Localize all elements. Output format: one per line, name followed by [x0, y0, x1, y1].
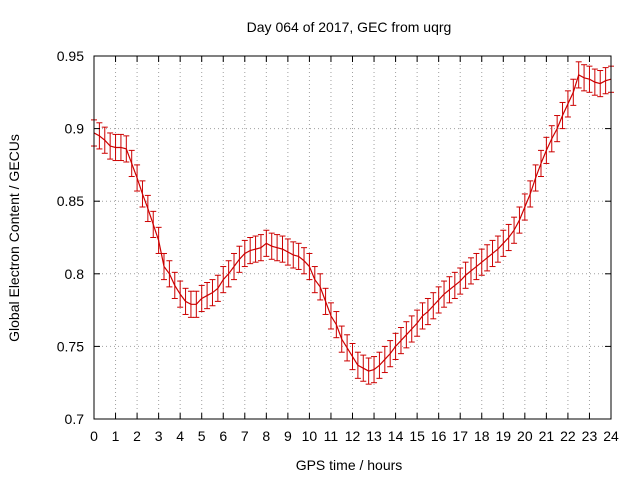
series-line — [93, 74, 612, 372]
x-tick-label: 10 — [302, 428, 318, 444]
y-tick-label: 0.85 — [57, 193, 84, 209]
chart-title: Day 064 of 2017, GEC from uqrg — [247, 19, 452, 35]
x-tick-label: 2 — [133, 428, 141, 444]
x-tick-label: 9 — [284, 428, 292, 444]
x-tick-label: 23 — [582, 428, 598, 444]
y-tick-label: 0.95 — [57, 48, 84, 64]
x-tick-label: 6 — [219, 428, 227, 444]
y-axis-label: Global Electron Content / GECUs — [6, 134, 22, 342]
x-tick-label: 8 — [262, 428, 270, 444]
x-tick-label: 5 — [198, 428, 206, 444]
grid-lines — [94, 56, 611, 419]
x-tick-label: 16 — [431, 428, 447, 444]
x-tick-label: 14 — [388, 428, 404, 444]
x-tick-label: 1 — [112, 428, 120, 444]
y-tick-label: 0.9 — [65, 121, 85, 137]
y-tick-label: 0.8 — [65, 266, 85, 282]
x-tick-label: 20 — [517, 428, 533, 444]
x-tick-label: 0 — [90, 428, 98, 444]
x-tick-label: 15 — [409, 428, 425, 444]
x-tick-label: 13 — [366, 428, 382, 444]
x-tick-label: 3 — [155, 428, 163, 444]
x-tick-label: 4 — [176, 428, 184, 444]
x-tick-label: 22 — [560, 428, 576, 444]
x-tick-label: 24 — [603, 428, 619, 444]
x-tick-label: 11 — [324, 428, 339, 444]
x-tick-label: 17 — [452, 428, 468, 444]
error-bars — [91, 61, 614, 385]
x-tick-label: 18 — [474, 428, 490, 444]
x-tick-label: 21 — [539, 428, 555, 444]
x-tick-label: 19 — [496, 428, 512, 444]
x-tick-label: 7 — [241, 428, 249, 444]
x-tick-label: 12 — [345, 428, 361, 444]
y-tick-label: 0.75 — [57, 338, 84, 354]
y-tick-label: 0.7 — [65, 411, 85, 427]
axis-ticks — [93, 55, 612, 420]
x-axis-label: GPS time / hours — [296, 457, 403, 473]
